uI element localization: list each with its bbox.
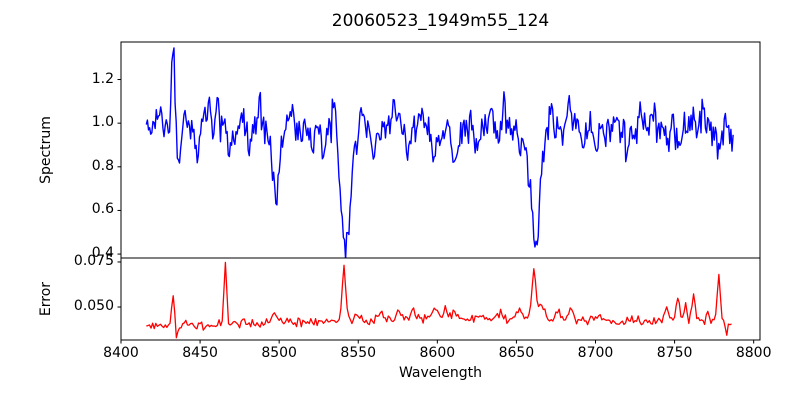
y-axis-label-spectrum: Spectrum: [38, 116, 54, 184]
y-axis-label-error: Error: [38, 281, 54, 317]
x-tick-label: 8700: [577, 345, 614, 361]
x-tick-label: 8400: [103, 345, 139, 361]
x-tick-label: 8450: [182, 345, 218, 361]
spectrum-line: [145, 47, 734, 258]
x-axis-label: Wavelength: [398, 365, 483, 381]
axes-box-1: [120, 257, 761, 341]
y-tick-label: 0.050: [73, 298, 114, 315]
x-tick-label: 8500: [261, 345, 297, 361]
y-tick-label: 0.6: [91, 201, 114, 218]
error-line: [146, 261, 732, 339]
axes-box-0: [120, 41, 761, 259]
x-tick-label: 8550: [340, 345, 377, 361]
y-tick-label: 1.2: [91, 70, 114, 87]
x-tick-label: 8650: [498, 345, 535, 361]
y-tick-label: 0.8: [91, 157, 114, 174]
x-tick-label: 8800: [735, 345, 772, 361]
y-tick-label: 1.0: [91, 114, 114, 131]
x-tick-label: 8750: [656, 345, 693, 361]
chart-title: 20060523_1949m55_124: [331, 11, 550, 31]
y-tick-label: 0.075: [73, 252, 114, 269]
x-tick-label: 8600: [419, 345, 456, 361]
y-tick-label: 0.4: [91, 245, 114, 262]
